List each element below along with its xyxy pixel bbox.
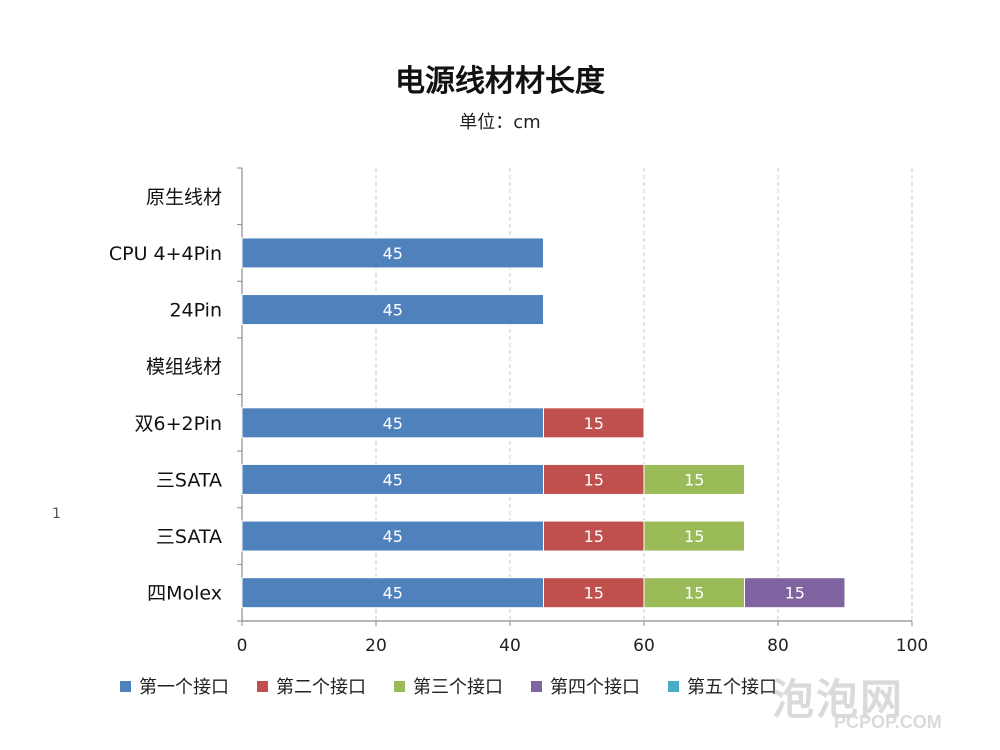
- legend-swatch: [257, 680, 268, 692]
- watermark-url: PCPOP.COM: [834, 712, 942, 732]
- category-label: 24Pin: [169, 300, 222, 322]
- legend-swatch: [120, 680, 131, 692]
- x-tick-label: 80: [767, 636, 789, 656]
- bar: [241, 407, 544, 439]
- category-label: CPU 4+4Pin: [109, 243, 222, 265]
- legend-label: 第四个接口: [550, 677, 640, 698]
- legend-item: 第五个接口: [668, 673, 777, 699]
- data-label: 15: [584, 414, 604, 433]
- legend-label: 第二个接口: [276, 677, 366, 698]
- category-label: 三SATA: [156, 469, 222, 491]
- x-tick-label: 60: [633, 636, 655, 656]
- chart-title: 电源线材材长度: [395, 64, 605, 99]
- x-tick-label: 40: [499, 636, 521, 656]
- data-label: 15: [584, 584, 604, 603]
- legend-swatch: [668, 680, 679, 692]
- chart-subtitle: 单位：cm: [459, 112, 541, 133]
- stray-mark: 1: [52, 506, 61, 522]
- bar: [643, 463, 745, 495]
- x-tick-label: 100: [896, 636, 928, 656]
- data-label: 45: [383, 414, 403, 433]
- x-tick-label: 20: [365, 636, 387, 656]
- bar: [241, 463, 544, 495]
- legend-item: 第四个接口: [531, 673, 640, 699]
- bar-chart: 0 20 40 60 80 100 原生线材 CPU 4+4Pin 45 24Pin 45 模组线材双…: [109, 167, 928, 656]
- legend-item: 第二个接口: [257, 673, 366, 699]
- category-label: 双6+2Pin: [135, 413, 222, 435]
- bar: [241, 294, 544, 326]
- legend-label: 第一个接口: [139, 677, 229, 698]
- data-label: 15: [684, 527, 704, 546]
- bar: [241, 520, 544, 552]
- data-label: 45: [383, 527, 403, 546]
- category-label: 原生线材: [146, 186, 222, 208]
- category-label: 四Molex: [147, 583, 222, 605]
- bar: [543, 520, 645, 552]
- data-label: 15: [684, 584, 704, 603]
- bar: [543, 407, 645, 439]
- legend-swatch: [394, 680, 405, 692]
- category-label: 三SATA: [156, 526, 222, 548]
- legend: 第一个接口 第二个接口 第三个接口 第四个接口 第五个接口: [120, 672, 880, 700]
- x-tick-label: 0: [237, 636, 248, 656]
- bar: [241, 237, 544, 269]
- bar: [643, 577, 745, 609]
- data-label: 15: [584, 527, 604, 546]
- bar: [744, 577, 846, 609]
- bar: [643, 520, 745, 552]
- legend-item: 第一个接口: [120, 673, 229, 699]
- data-label: 45: [383, 244, 403, 263]
- legend-swatch: [531, 680, 542, 692]
- legend-item: 第三个接口: [394, 673, 503, 699]
- data-label: 15: [785, 584, 805, 603]
- data-label: 15: [684, 470, 704, 489]
- data-label: 45: [383, 470, 403, 489]
- data-label: 15: [584, 470, 604, 489]
- bar: [543, 463, 645, 495]
- category-label: 模组线材: [146, 356, 222, 378]
- legend-label: 第三个接口: [413, 677, 503, 698]
- data-label: 45: [383, 301, 403, 320]
- data-label: 45: [383, 584, 403, 603]
- legend-label: 第五个接口: [687, 677, 777, 698]
